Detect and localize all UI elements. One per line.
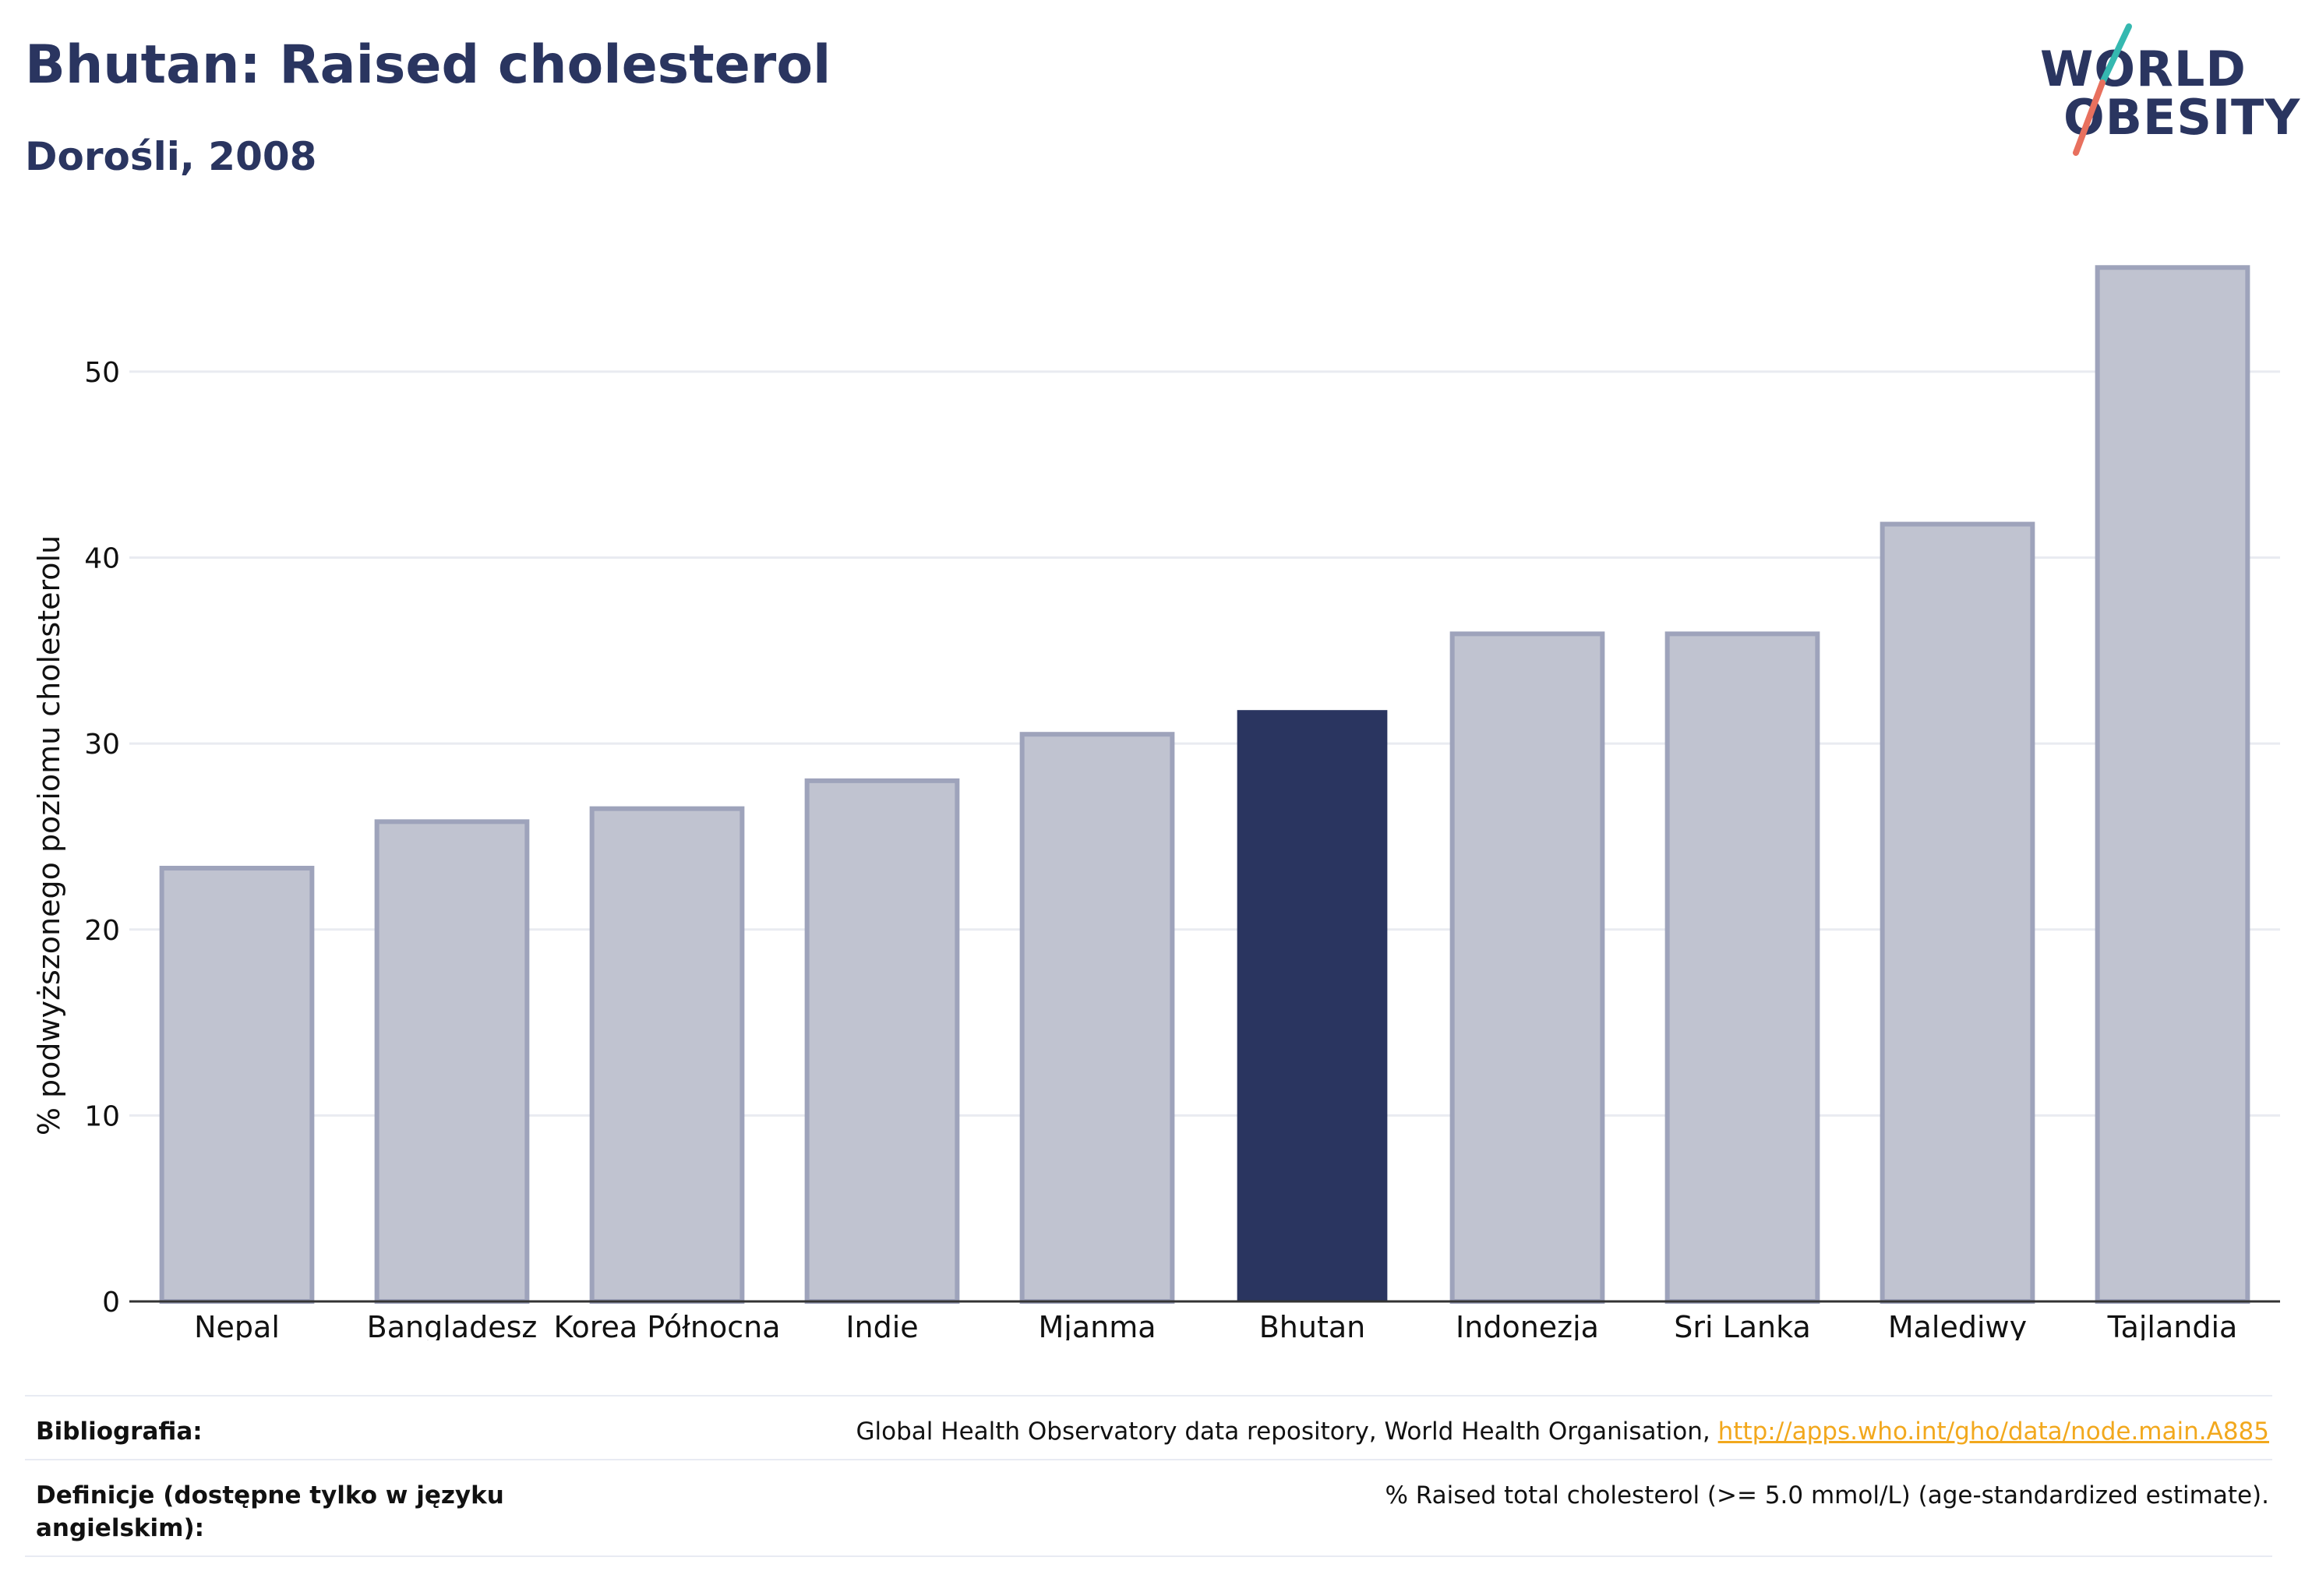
x-tick-label: Nepal xyxy=(194,1310,280,1340)
bar-korea-północna[interactable] xyxy=(589,806,745,1304)
bar-bangladesz[interactable] xyxy=(374,819,530,1304)
bar-indie[interactable] xyxy=(804,778,960,1304)
footer-divider-top xyxy=(25,1395,2272,1396)
x-tick-label: Mjanma xyxy=(1038,1310,1156,1340)
y-tick-label: 20 xyxy=(84,915,120,947)
page-title: Bhutan: Raised cholesterol xyxy=(25,34,831,96)
y-tick-label: 30 xyxy=(84,729,120,761)
y-tick-label: 0 xyxy=(102,1287,120,1319)
page-subtitle: Dorośli, 2008 xyxy=(25,134,317,179)
bar-chart: 0 10 20 30 40 50 Nepal Bangladesz Korea Północna… xyxy=(32,265,2280,1340)
x-tick-label: Bangladesz xyxy=(367,1310,538,1340)
x-tick-label: Tajlandia xyxy=(2107,1310,2238,1340)
x-tick-label: Indonezja xyxy=(1456,1310,1599,1340)
world-obesity-logo[interactable]: WORLD OBESITY xyxy=(2026,20,2300,168)
bibliography-text: Global Health Observatory data repositor… xyxy=(856,1418,1718,1446)
y-tick-label: 50 xyxy=(84,357,120,389)
bar-bhutan[interactable] xyxy=(1237,710,1388,1301)
bars xyxy=(159,265,2250,1305)
bibliography-link[interactable]: http://apps.who.int/gho/data/node.main.A… xyxy=(1717,1418,2269,1446)
bibliography-value: Global Health Observatory data repositor… xyxy=(856,1415,2269,1448)
x-tick-label: Sri Lanka xyxy=(1674,1310,1811,1340)
definitions-label: Definicje (dostępne tylko w języku angie… xyxy=(36,1481,504,1542)
logo-line-2: OBESITY xyxy=(2063,89,2301,146)
x-tick-label: Malediwy xyxy=(1888,1310,2027,1340)
bibliography-label: Bibliografia: xyxy=(36,1418,203,1446)
footer-divider-middle xyxy=(25,1459,2272,1460)
axes: 0 10 20 30 40 50 Nepal Bangladesz Korea Północna… xyxy=(84,357,2280,1340)
bar-sri-lanka[interactable] xyxy=(1664,631,1820,1304)
logo-line-1: WORLD xyxy=(2040,41,2247,97)
footer-divider-bottom xyxy=(25,1555,2272,1557)
x-tick-label: Bhutan xyxy=(1259,1310,1366,1340)
bar-nepal[interactable] xyxy=(159,866,315,1304)
bar-malediwy[interactable] xyxy=(1880,521,2035,1304)
bar-indonezja[interactable] xyxy=(1449,631,1605,1304)
y-axis-label: % podwyższonego poziomu cholesterolu xyxy=(32,535,66,1135)
definitions-value: % Raised total cholesterol (>= 5.0 mmol/… xyxy=(1385,1481,2269,1509)
y-tick-label: 10 xyxy=(84,1100,120,1132)
x-tick-label: Korea Północna xyxy=(553,1310,780,1340)
bar-mjanma[interactable] xyxy=(1019,732,1175,1304)
x-tick-label: Indie xyxy=(845,1310,918,1340)
bar-tajlandia[interactable] xyxy=(2095,265,2250,1305)
y-tick-label: 40 xyxy=(84,543,120,575)
logo-slash-icon xyxy=(2073,23,2132,156)
